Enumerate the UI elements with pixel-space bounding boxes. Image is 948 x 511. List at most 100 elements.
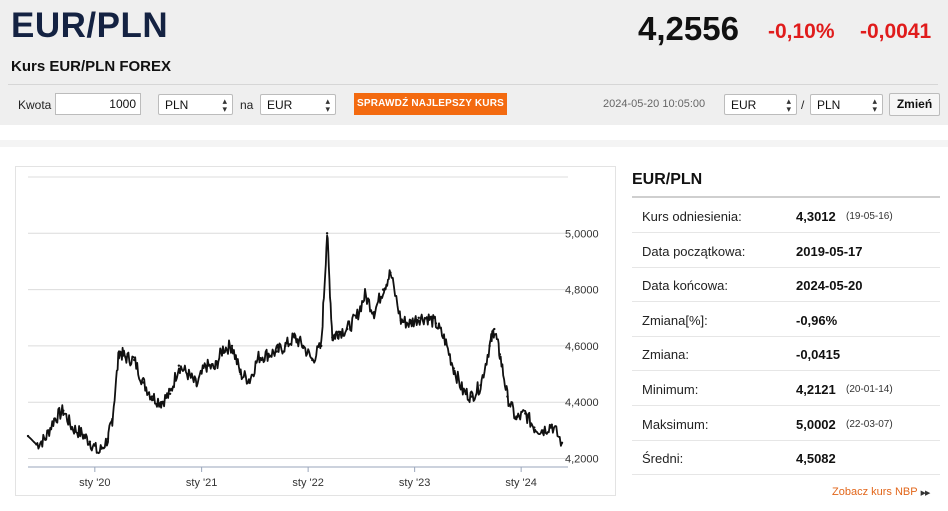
base-currency-select[interactable]: EUR ▴ ▾ [724,94,797,115]
data-point [470,395,473,398]
x-tick-label: sty '23 [399,477,430,489]
data-point [142,381,145,384]
x-tick-label: sty '24 [505,477,536,489]
check-best-rate-button[interactable]: SPRAWDŹ NAJLEPSZY KURS [354,93,507,115]
data-point [106,437,110,441]
change-pair-button[interactable]: Zmień [889,93,940,116]
data-point [177,364,181,367]
x-tick-label: sty '21 [186,477,217,489]
data-point [301,344,305,348]
data-point [533,426,536,429]
stats-row-value: 4,2121 [796,382,836,397]
data-point [230,344,234,348]
select-arrows-icon: ▴ ▾ [786,96,791,114]
stats-title: EUR/PLN [632,171,703,188]
change-percent: -0,10% [768,20,835,43]
nbp-link-label: Zobacz kurs NBP [832,486,918,498]
header-divider [8,84,938,85]
stats-row: Zmiana: -0,0415 [632,336,940,372]
nbp-rate-link[interactable]: Zobacz kurs NBP ▶▶ [832,486,931,498]
y-tick-label: 4,6000 [565,341,599,353]
data-point [150,395,154,398]
data-point [239,372,242,376]
pair-slash: / [801,98,805,112]
data-point [257,355,260,359]
data-point [479,384,482,387]
stats-row: Kurs odniesienia: 4,3012 (19-05-16) [632,198,940,233]
data-point [159,401,163,404]
stats-row-date: (22-03-07) [846,418,893,430]
stats-row-label: Średni: [642,451,684,467]
data-point [493,327,496,331]
to-currency-value: EUR [267,98,293,112]
stats-row-date: (20-01-14) [846,384,893,395]
data-point [186,372,190,376]
section-divider [0,140,948,147]
to-currency-select[interactable]: EUR ▴ ▾ [260,94,336,115]
stats-row-label: Zmiana[%]: [642,312,708,328]
series-line [27,234,563,454]
quote-currency-select[interactable]: PLN ▴ ▾ [810,94,883,115]
select-arrows-icon: ▴ ▾ [325,96,330,114]
stats-row: Średni: 4,5082 [632,440,940,476]
data-point [461,389,464,393]
data-point [399,319,403,322]
from-currency-select[interactable]: PLN ▴ ▾ [158,94,233,115]
current-rate: 4,2556 [638,10,739,47]
data-point [346,327,349,331]
data-point [506,395,509,398]
connector-label: na [240,98,254,112]
data-point [97,451,100,455]
data-point [195,384,198,387]
stats-row-value: 2019-05-17 [796,243,863,259]
amount-input[interactable] [55,93,141,115]
data-point [35,443,38,446]
data-point [389,271,392,274]
y-tick-label: 5,0000 [565,228,599,240]
data-point [372,310,376,314]
data-point [363,294,367,297]
data-point [275,350,278,353]
stats-row: Maksimum: 5,0002 (22-03-07) [632,406,940,441]
data-point [488,344,491,348]
data-point [79,432,83,435]
stats-row: Minimum: 4,2121 (20-01-14) [632,371,940,406]
data-point [311,358,314,362]
stats-row-value: 5,0002 [796,416,836,432]
data-point [434,322,438,325]
x-tick-label: sty '22 [292,477,323,489]
data-point [70,426,74,429]
stats-row-date: (19-05-16) [846,211,893,222]
stats-title-divider [632,196,940,198]
stats-row-value: 4,3012 [796,209,836,224]
data-point [417,316,420,319]
stats-row-value: -0,0415 [796,347,841,363]
data-point [26,434,30,438]
data-point [284,344,287,348]
rate-timestamp: 2024-05-20 10:05:00 [603,98,706,110]
x-tick-label: sty '20 [79,477,110,489]
quote-currency-value: PLN [817,98,841,112]
stats-row-value: 2024-05-20 [796,278,863,294]
data-point [320,344,323,348]
data-point [498,353,502,356]
amount-label: Kwota [18,98,52,112]
data-point [560,441,564,444]
data-point [355,316,358,319]
data-point [44,437,47,441]
select-arrows-icon: ▴ ▾ [872,96,877,114]
stats-row: Data początkowa: 2019-05-17 [632,233,940,268]
data-point [266,353,269,356]
stats-row: Data końcowa: 2024-05-20 [632,267,940,303]
page-subtitle: Kurs EUR/PLN FOREX [11,58,172,75]
stats-row-value: -0,96% [796,312,838,328]
stats-row: Zmiana[%]: -0,96% [632,302,940,337]
y-tick-label: 4,4000 [565,397,599,409]
data-point [452,367,455,370]
double-triangle-right-icon: ▶▶ [920,490,931,497]
stats-row-label: Data początkowa: [642,243,746,259]
from-currency-value: PLN [165,98,189,112]
stats-row-label: Minimum: [642,382,699,397]
data-point [325,232,329,235]
stats-row-label: Zmiana: [642,347,689,363]
